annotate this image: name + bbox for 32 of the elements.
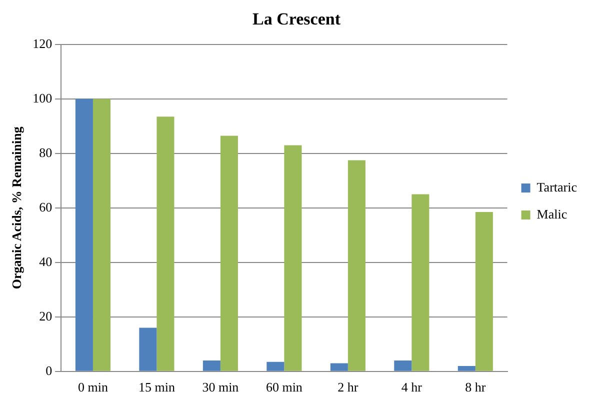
y-tick-label: 100: [32, 90, 52, 106]
bar: [394, 360, 412, 371]
x-tick-label: 0 min: [78, 380, 108, 395]
bar: [156, 116, 174, 371]
bar: [330, 363, 348, 371]
y-tick-label: 120: [32, 36, 52, 51]
y-tick-label: 20: [39, 308, 52, 324]
bar: [92, 98, 110, 371]
bar: [139, 328, 157, 371]
y-axis-title: Organic Acids, % Remaining: [9, 126, 24, 290]
bar: [220, 136, 238, 371]
bar: [266, 362, 284, 371]
legend-label: Tartaric: [536, 179, 578, 194]
y-tick-label: 0: [46, 362, 52, 378]
x-tick-label: 15 min: [138, 380, 176, 395]
chart-title: La Crescent: [252, 10, 341, 29]
bar: [75, 98, 93, 371]
y-tick-label: 40: [39, 254, 52, 269]
x-tick-label: 2 hr: [338, 380, 359, 395]
bar: [458, 366, 476, 371]
x-tick-label: 60 min: [266, 380, 303, 395]
bar: [348, 160, 366, 371]
x-tick-label: 4 hr: [401, 380, 423, 395]
bar: [284, 145, 302, 371]
bar: [412, 194, 430, 371]
bar: [202, 360, 220, 371]
bar: [475, 212, 493, 371]
x-tick-label: 8 hr: [465, 380, 486, 395]
y-tick-label: 60: [39, 199, 52, 214]
x-tick-label: 30 min: [202, 380, 240, 395]
y-tick-label: 80: [39, 144, 52, 160]
legend-label: Malic: [536, 206, 568, 222]
